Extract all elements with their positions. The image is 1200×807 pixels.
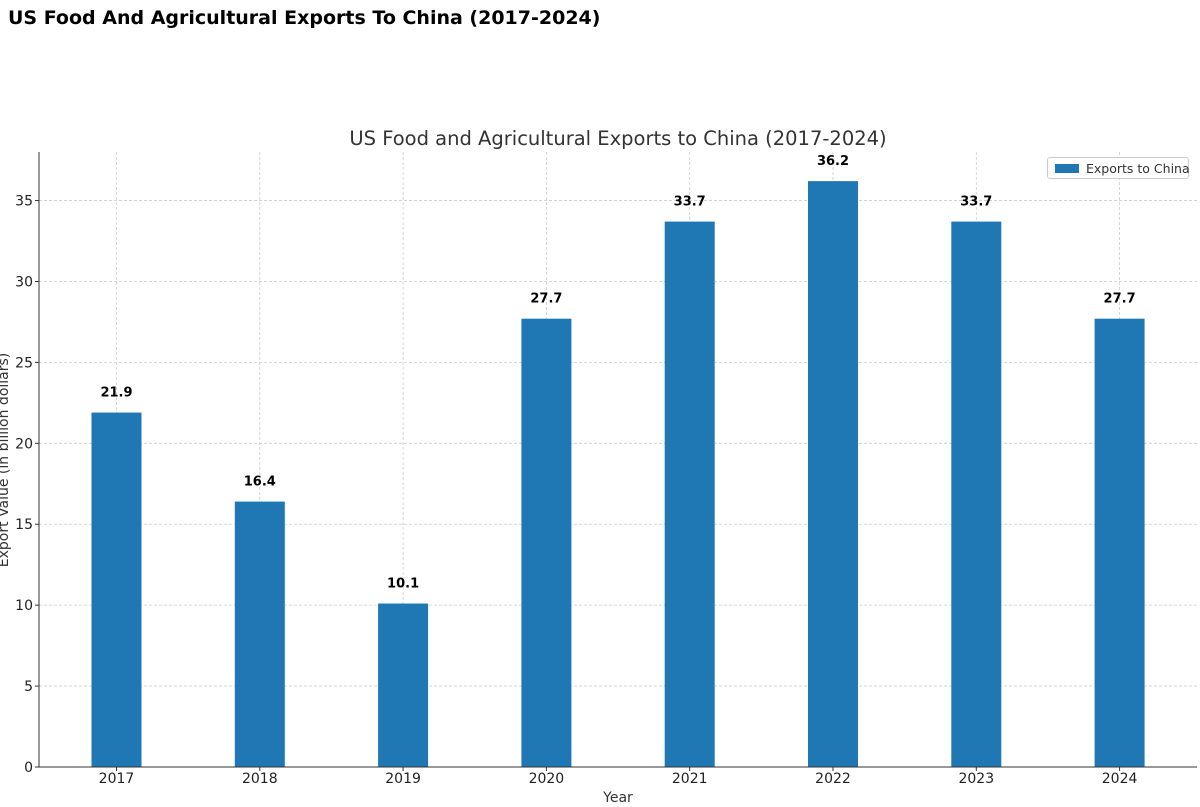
data-label: 21.9 xyxy=(100,386,132,401)
data-labels: 21.9 16.4 10.1 27.7 33.7 36.2 33.7 27.7 xyxy=(100,154,1135,591)
y-tick-label: 0 xyxy=(24,760,33,776)
data-label: 33.7 xyxy=(674,195,706,210)
x-tick-label: 2024 xyxy=(1102,771,1138,787)
bar xyxy=(91,412,142,767)
x-tick-label: 2019 xyxy=(385,771,421,787)
y-axis-ticks: 0 5 10 15 20 25 30 35 xyxy=(15,194,39,776)
legend: Exports to China xyxy=(1047,157,1190,179)
y-axis-label: Export Value (in billion dollars) xyxy=(0,353,12,568)
bar xyxy=(378,603,429,767)
bar xyxy=(521,318,572,767)
page-title: US Food And Agricultural Exports To Chin… xyxy=(8,7,601,29)
y-tick-label: 5 xyxy=(24,679,33,695)
data-label: 10.1 xyxy=(387,577,419,592)
chart-title: US Food and Agricultural Exports to Chin… xyxy=(349,127,886,150)
x-tick-label: 2020 xyxy=(529,771,565,787)
legend-swatch xyxy=(1055,164,1079,173)
legend-label: Exports to China xyxy=(1086,161,1190,176)
bar xyxy=(951,221,1002,767)
x-tick-label: 2018 xyxy=(242,771,278,787)
data-label: 27.7 xyxy=(530,292,562,307)
bar xyxy=(808,181,858,767)
y-tick-label: 10 xyxy=(15,598,33,614)
bar xyxy=(664,221,715,767)
bars xyxy=(91,181,1145,767)
x-tick-label: 2023 xyxy=(958,771,994,787)
x-tick-label: 2022 xyxy=(815,771,851,787)
bar xyxy=(234,501,285,767)
y-tick-label: 35 xyxy=(15,194,33,210)
y-tick-label: 15 xyxy=(15,517,33,533)
x-axis-ticks: 2017 2018 2019 2020 2021 2022 2023 2024 xyxy=(99,767,1138,787)
x-tick-label: 2017 xyxy=(99,771,135,787)
grid-lines xyxy=(39,152,1197,767)
y-tick-label: 30 xyxy=(15,274,33,290)
x-axis-label: Year xyxy=(602,790,633,806)
y-tick-label: 20 xyxy=(15,436,33,452)
data-label: 16.4 xyxy=(244,475,276,490)
data-label: 27.7 xyxy=(1104,292,1136,307)
bar xyxy=(1094,318,1145,767)
data-label: 36.2 xyxy=(817,154,849,169)
data-label: 33.7 xyxy=(960,195,992,210)
y-tick-label: 25 xyxy=(15,355,33,371)
x-tick-label: 2021 xyxy=(672,771,708,787)
